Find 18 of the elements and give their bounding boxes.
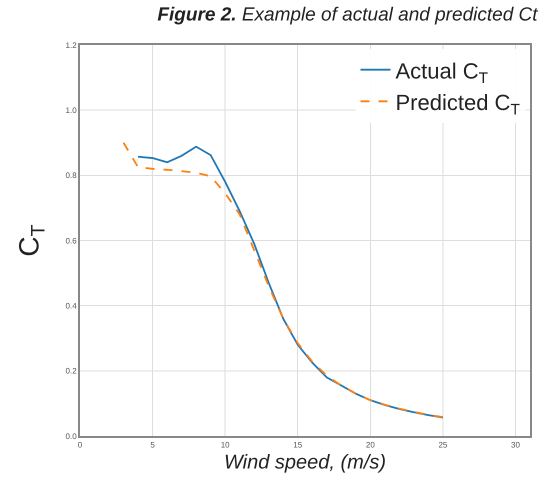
x-tick-label: 5 [150, 440, 156, 450]
legend-label: Predicted C$_{T}$ [396, 90, 520, 119]
x-tick-label: 25 [438, 440, 448, 450]
x-tick-label: 30 [511, 440, 520, 450]
y-tick-label: 0.4 [66, 301, 78, 310]
legend-label: Actual C$_{T}$ [396, 58, 489, 87]
y-tick-label: 1.0 [66, 106, 78, 115]
y-tick-label: 0.0 [66, 432, 78, 441]
x-tick-label: 0 [78, 440, 83, 450]
y-tick-label: 1.2 [66, 40, 78, 50]
x-axis-title: Wind speed, (m/s) [224, 451, 386, 474]
x-tick-label: 10 [220, 440, 230, 450]
y-tick-label: 0.2 [66, 366, 78, 376]
x-tick-label: 15 [293, 440, 303, 450]
chart-title: Figure 2. Example of actual and predicted Ct [157, 4, 538, 26]
y-tick-label: 0.8 [66, 171, 78, 180]
y-tick-label: 0.6 [66, 236, 78, 246]
x-tick-label: 20 [366, 440, 376, 450]
